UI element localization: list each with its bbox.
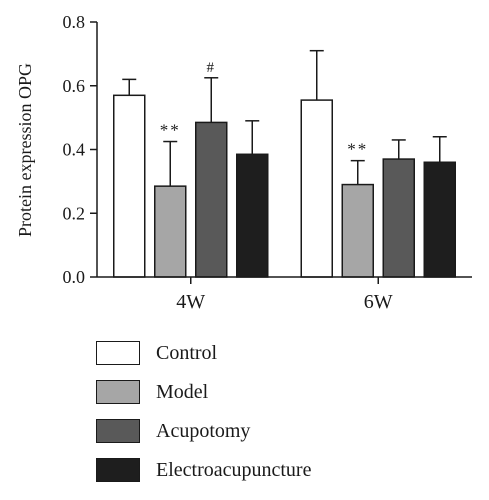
y-axis-ticks: 0.0 0.2 0.4 0.6 0.8: [63, 12, 97, 287]
legend-swatch: [96, 341, 140, 365]
y-axis-label: Protein expression OPG: [15, 63, 35, 237]
bar-electroacupuncture-6w: [423, 161, 456, 278]
bar-model-6w: [341, 183, 374, 278]
bar-control-6w: [300, 99, 333, 278]
legend-item: Electroacupuncture: [96, 457, 311, 483]
legend-item: Control: [96, 340, 311, 366]
legend-label: Electroacupuncture: [156, 458, 312, 481]
bar-model-4w: [154, 185, 187, 278]
bar-control-4w: [113, 94, 146, 278]
legend-label: Control: [156, 341, 218, 364]
legend-swatch: [96, 380, 140, 404]
y-tick-label: 0.4: [63, 140, 86, 160]
y-tick-label: 0.2: [63, 203, 86, 223]
x-tick-label: 6W: [364, 291, 393, 313]
y-tick-label: 0.6: [63, 76, 86, 96]
bar-acupotomy-4w: [195, 121, 228, 278]
legend: Control Model Acupotomy Electroacupuncture: [96, 340, 311, 496]
legend-item: Acupotomy: [96, 418, 311, 444]
y-tick-label: 0.0: [63, 267, 86, 287]
error-bars: [122, 49, 447, 187]
significance-annotations: ** # **: [160, 60, 368, 159]
legend-label: Model: [156, 380, 209, 403]
y-tick-label: 0.8: [63, 12, 86, 32]
legend-item: Model: [96, 379, 311, 405]
significance-label: **: [347, 140, 368, 159]
bar-electroacupuncture-4w: [236, 153, 269, 278]
legend-label: Acupotomy: [156, 419, 251, 442]
chart: 0.0 0.2 0.4 0.6 0.8 ** # ** 4W 6W Protein expre…: [15, 12, 472, 313]
x-tick-label: 4W: [176, 291, 205, 313]
bar-acupotomy-6w: [382, 158, 415, 278]
x-axis-ticks: 4W 6W: [176, 277, 393, 313]
significance-label: **: [160, 121, 181, 140]
legend-swatch: [96, 419, 140, 443]
bars: [113, 94, 456, 278]
significance-label: #: [207, 60, 217, 76]
legend-swatch: [96, 458, 140, 482]
